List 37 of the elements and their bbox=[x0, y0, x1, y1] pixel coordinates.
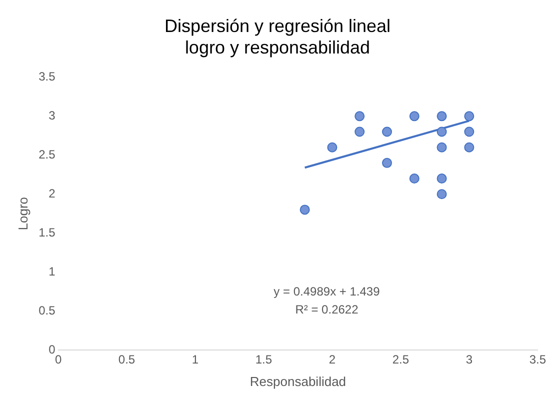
point bbox=[382, 126, 392, 137]
x-axis-title: Responsabilidad bbox=[250, 374, 346, 389]
point bbox=[436, 126, 447, 137]
point bbox=[436, 111, 447, 122]
point bbox=[382, 158, 392, 168]
y-tick-label: 3 bbox=[48, 108, 56, 122]
x-tick-label: 0.5 bbox=[118, 352, 136, 367]
point bbox=[409, 111, 420, 122]
y-tick-label: 2 bbox=[48, 186, 56, 200]
annotation: y = 0.4989x + 1.439 bbox=[274, 284, 380, 298]
x-tick-label: 1 bbox=[192, 352, 199, 367]
y-tick-label: 1.5 bbox=[38, 225, 56, 240]
chart-title: Dispersión y regresión lineal bbox=[164, 16, 391, 36]
point bbox=[436, 174, 447, 184]
x-tick-label: 3 bbox=[466, 352, 473, 367]
y-tick-label: 2.5 bbox=[38, 147, 56, 162]
annotation: R² = 0.2622 bbox=[295, 302, 359, 316]
point bbox=[300, 204, 310, 215]
x-tick-label: 2.5 bbox=[392, 352, 410, 367]
x-tick-label: 2 bbox=[328, 352, 336, 367]
point bbox=[354, 111, 365, 122]
point bbox=[327, 142, 338, 152]
point bbox=[464, 111, 474, 122]
point bbox=[409, 174, 420, 184]
y-tick-label: 0 bbox=[48, 342, 56, 356]
point bbox=[464, 142, 474, 152]
y-axis-title: Logro bbox=[15, 196, 30, 230]
y-tick-label: 1 bbox=[48, 264, 56, 278]
y-tick-label: 0.5 bbox=[38, 303, 56, 318]
x-tick-label: 3.5 bbox=[529, 352, 546, 367]
point bbox=[464, 126, 474, 137]
point bbox=[436, 189, 447, 200]
chart-subtitle: logro y responsabilidad bbox=[184, 37, 370, 58]
point bbox=[436, 142, 447, 152]
point bbox=[354, 126, 365, 137]
y-tick-label: 3.5 bbox=[38, 70, 56, 84]
x-tick-label: 1.5 bbox=[255, 352, 272, 367]
